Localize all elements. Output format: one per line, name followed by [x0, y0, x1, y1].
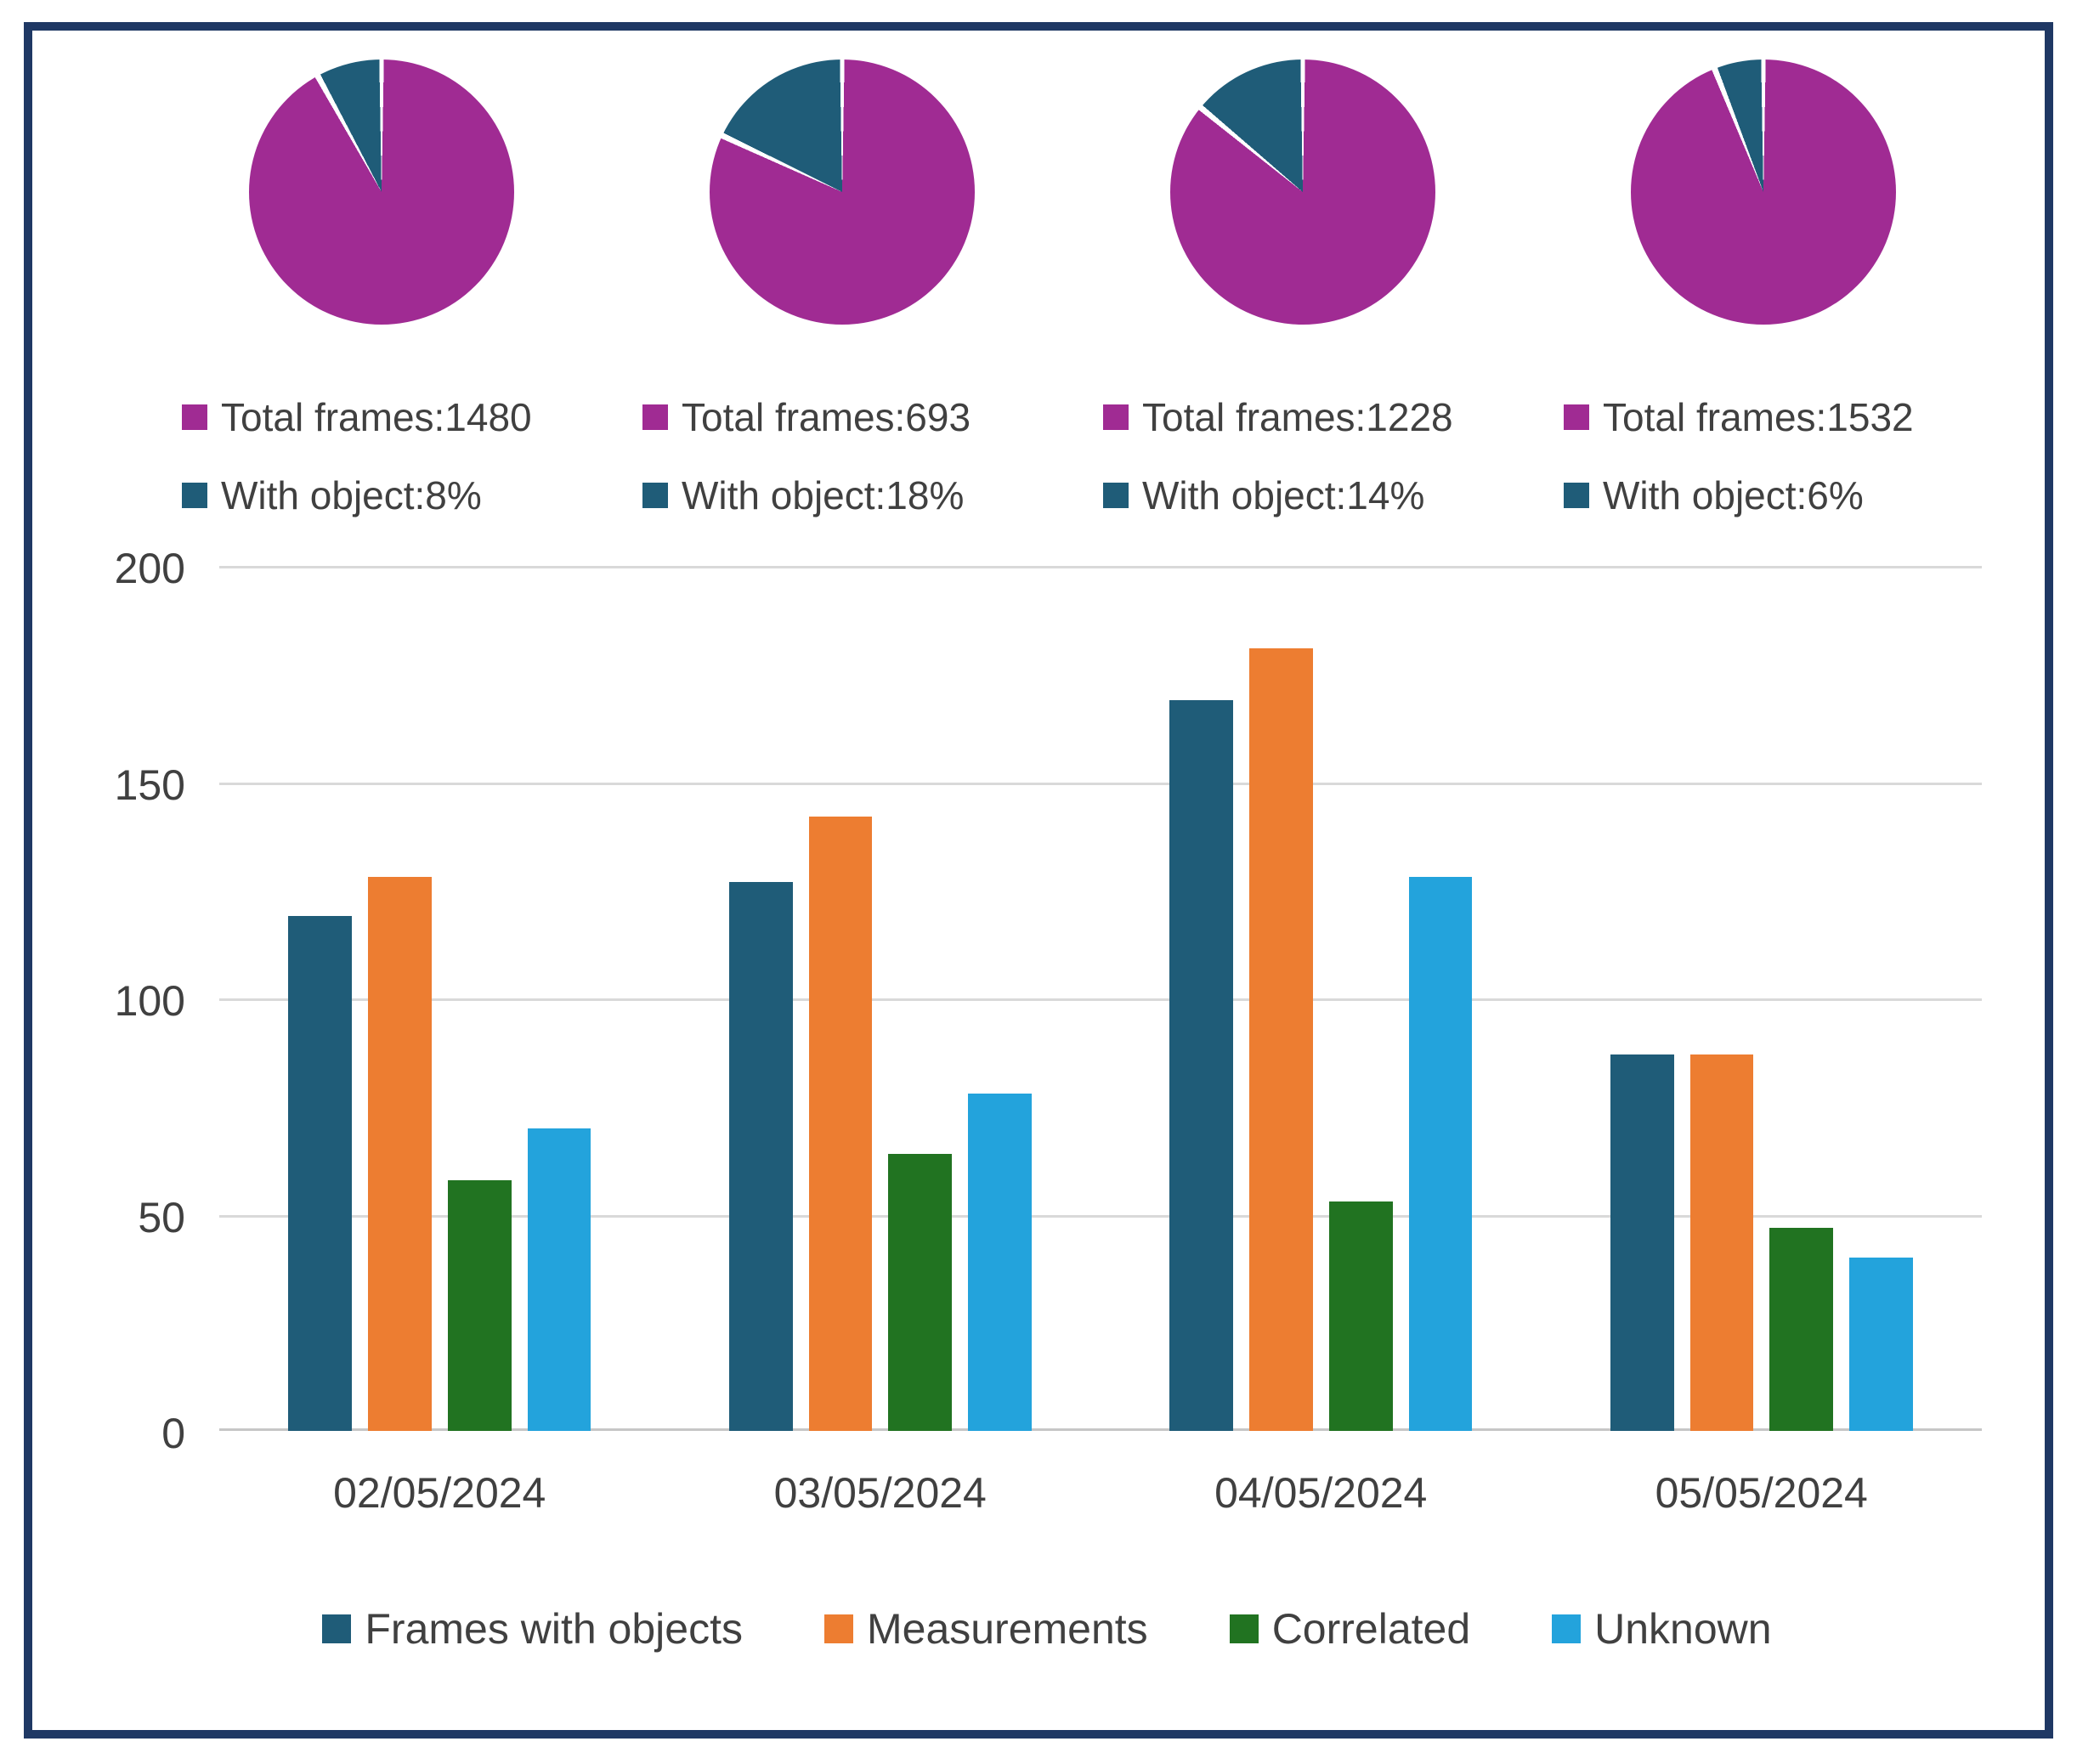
frames-with-objects-swatch-icon: [322, 1614, 352, 1643]
pie-legend-1: Total frames:1480 With object:8%: [151, 394, 612, 551]
legend-item-measurements: Measurements: [823, 1604, 1148, 1654]
legend-item-frames-with-objects: Frames with objects: [322, 1604, 743, 1654]
pie-legend-total-label: Total frames:1480: [221, 395, 532, 439]
legend-label: Correlated: [1271, 1605, 1471, 1653]
bar-unknown: [527, 1128, 591, 1431]
bar-frames-with-objects: [1169, 699, 1233, 1431]
pie-legend-total-row: Total frames:1532: [1564, 394, 1994, 440]
pie-legend-total-label: Total frames:693: [682, 395, 971, 439]
legend-item-correlated: Correlated: [1229, 1604, 1471, 1654]
bar-correlated: [1328, 1201, 1393, 1431]
bar-correlated: [1769, 1227, 1833, 1431]
bar-frames-with-objects: [1610, 1054, 1674, 1431]
bar-measurements: [1689, 1054, 1754, 1431]
bar-group-04-05-2024: [1169, 566, 1473, 1431]
measurements-swatch-icon: [823, 1614, 853, 1643]
with-object-swatch-icon: [182, 483, 207, 508]
total-frames-swatch-icon: [1564, 404, 1589, 430]
y-tick-0: 0: [161, 1410, 185, 1457]
pie-chart-2: [710, 59, 975, 325]
bar-chart-legend: Frames with objects Measurements Correla…: [32, 1604, 2062, 1654]
bar-measurements: [808, 817, 873, 1431]
unknown-swatch-icon: [1552, 1614, 1582, 1643]
x-label-2: 03/05/2024: [773, 1469, 987, 1517]
x-axis-labels: 02/05/2024 03/05/2024 04/05/2024 05/05/2…: [219, 1468, 1982, 1528]
legend-label: Measurements: [866, 1605, 1148, 1653]
x-label-4: 05/05/2024: [1655, 1469, 1868, 1517]
bar-frames-with-objects: [288, 916, 352, 1431]
pie-block-4: Total frames:1532 With object:6%: [1533, 48, 1994, 574]
total-frames-swatch-icon: [182, 404, 207, 430]
legend-item-unknown: Unknown: [1552, 1604, 1772, 1654]
pie-legend-total-row: Total frames:1480: [182, 394, 612, 440]
y-tick-50: 50: [138, 1193, 185, 1241]
pie-legend-2: Total frames:693 With object:18%: [612, 394, 1072, 551]
y-tick-100: 100: [114, 977, 185, 1025]
pie-legend-3: Total frames:1228 With object:14%: [1072, 394, 1533, 551]
bar-group-02-05-2024: [288, 566, 591, 1431]
pie-legend-total-label: Total frames:1228: [1142, 395, 1453, 439]
pie-legend-object-row: With object:8%: [182, 472, 612, 518]
pie-legend-object-label: With object:6%: [1603, 473, 1864, 517]
pie-legend-object-row: With object:14%: [1103, 472, 1533, 518]
bar-group-03-05-2024: [728, 566, 1032, 1431]
pie-block-1: Total frames:1480 With object:8%: [151, 48, 612, 574]
with-object-swatch-icon: [1103, 483, 1129, 508]
gridline-200: [219, 566, 1982, 568]
with-object-swatch-icon: [1564, 483, 1589, 508]
bar-measurements: [368, 877, 432, 1431]
with-object-swatch-icon: [642, 483, 668, 508]
pie-legend-object-row: With object:18%: [642, 472, 1072, 518]
legend-label: Frames with objects: [365, 1605, 743, 1653]
pie-legend-total-row: Total frames:1228: [1103, 394, 1533, 440]
bar-unknown: [1849, 1258, 1913, 1431]
legend-label: Unknown: [1594, 1605, 1772, 1653]
bar-unknown: [1408, 877, 1473, 1431]
bar-correlated: [888, 1154, 952, 1431]
y-tick-200: 200: [114, 545, 185, 592]
gridline-100: [219, 998, 1982, 1001]
pie-chart-1: [249, 59, 514, 325]
total-frames-swatch-icon: [1103, 404, 1129, 430]
pie-block-2: Total frames:693 With object:18%: [612, 48, 1072, 574]
pie-chart-3: [1170, 59, 1435, 325]
correlated-swatch-icon: [1229, 1614, 1259, 1643]
x-label-1: 02/05/2024: [333, 1469, 546, 1517]
pie-legend-object-label: With object:14%: [1142, 473, 1425, 517]
x-label-3: 04/05/2024: [1214, 1469, 1428, 1517]
pie-legend-object-label: With object:8%: [221, 473, 482, 517]
bar-frames-with-objects: [728, 881, 793, 1431]
y-tick-150: 150: [114, 760, 185, 809]
pie-charts-row: Total frames:1480 With object:8% Total f…: [32, 48, 2045, 574]
total-frames-swatch-icon: [642, 404, 668, 430]
gridline-50: [219, 1214, 1982, 1218]
bar-measurements: [1249, 647, 1313, 1431]
gridline-150: [219, 782, 1982, 785]
pie-block-3: Total frames:1228 With object:14%: [1072, 48, 1533, 574]
bar-correlated: [447, 1179, 512, 1431]
pie-legend-total-row: Total frames:693: [642, 394, 1072, 440]
pie-legend-object-label: With object:18%: [682, 473, 965, 517]
bar-chart-plot-area: 200 150 100 50 0: [115, 545, 1982, 1457]
pie-legend-total-label: Total frames:1532: [1603, 395, 1914, 439]
pie-chart-4: [1631, 59, 1896, 325]
bar-group-05-05-2024: [1610, 566, 1913, 1431]
pie-legend-object-row: With object:6%: [1564, 472, 1994, 518]
x-axis-line: [219, 1428, 1982, 1431]
bar-unknown: [968, 1093, 1032, 1431]
pie-legend-4: Total frames:1532 With object:6%: [1533, 394, 1994, 551]
chart-outer-frame: Total frames:1480 With object:8% Total f…: [24, 22, 2053, 1739]
